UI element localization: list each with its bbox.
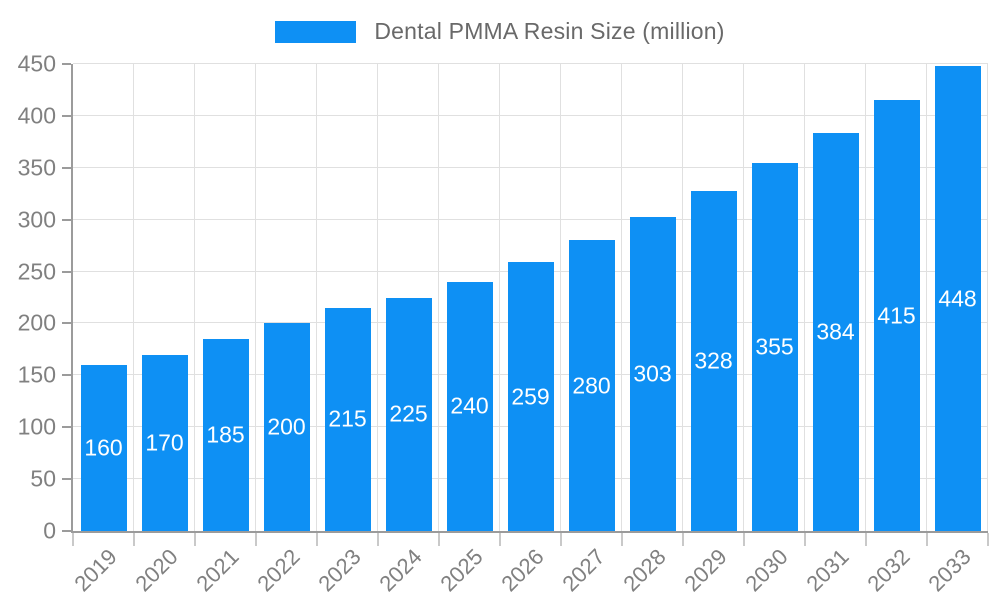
y-tick-label: 0	[43, 517, 56, 544]
x-axis-tick	[682, 533, 684, 546]
x-axis-tick	[377, 533, 379, 546]
bar[interactable]	[385, 297, 432, 531]
y-tick-label: 300	[17, 206, 56, 233]
x-gridline	[987, 64, 988, 531]
x-tick-label: 2019	[68, 544, 122, 597]
plot-area: 160 170 185 200 215 225 240 259 280 303 328 355 384 4…	[71, 63, 988, 533]
y-tick-label: 400	[17, 102, 56, 129]
y-axis-tick	[62, 374, 71, 377]
y-axis-tick	[62, 426, 71, 429]
y-axis-tick	[62, 270, 71, 273]
y-axis-tick	[62, 478, 71, 481]
y-tick-label: 350	[17, 154, 56, 181]
bar[interactable]	[202, 339, 249, 531]
legend[interactable]: Dental PMMA Resin Size (million)	[0, 18, 1000, 45]
x-gridline	[621, 64, 622, 531]
x-axis-tick	[743, 533, 745, 546]
x-gridline	[499, 64, 500, 531]
bar[interactable]	[812, 132, 859, 531]
bar[interactable]	[324, 307, 371, 531]
bar[interactable]	[446, 281, 493, 531]
x-axis-tick	[194, 533, 196, 546]
x-axis-tick	[133, 533, 135, 546]
legend-label: Dental PMMA Resin Size (million)	[374, 18, 725, 44]
x-gridline	[133, 64, 134, 531]
x-gridline	[804, 64, 805, 531]
x-axis-tick	[926, 533, 928, 546]
x-axis-tick	[865, 533, 867, 546]
y-gridline	[73, 63, 988, 64]
x-axis-tick	[255, 533, 257, 546]
y-tick-label: 200	[17, 309, 56, 336]
x-gridline	[194, 64, 195, 531]
y-tick-label: 100	[17, 413, 56, 440]
x-gridline	[926, 64, 927, 531]
bar[interactable]	[751, 162, 798, 531]
x-axis-tick	[72, 533, 74, 546]
y-gridline	[73, 114, 988, 116]
y-axis-tick	[62, 530, 71, 532]
x-axis-tick	[499, 533, 501, 546]
bar[interactable]	[873, 100, 920, 531]
bar[interactable]	[690, 190, 737, 531]
x-gridline	[682, 64, 683, 531]
x-gridline	[438, 64, 439, 531]
bar[interactable]	[568, 240, 615, 531]
x-axis-tick	[560, 533, 562, 546]
y-axis-tick	[62, 114, 71, 117]
x-gridline	[743, 64, 744, 531]
y-tick-label: 50	[30, 465, 56, 492]
x-gridline	[560, 64, 561, 531]
y-tick-label: 250	[17, 258, 56, 285]
bar[interactable]	[80, 364, 127, 531]
y-axis-tick	[62, 63, 71, 65]
legend-swatch-icon	[275, 20, 357, 43]
y-axis-tick	[62, 166, 71, 169]
x-axis-tick	[438, 533, 440, 546]
y-tick-label: 150	[17, 361, 56, 388]
x-gridline	[865, 64, 866, 531]
x-axis-tick	[804, 533, 806, 546]
x-axis-tick	[987, 533, 989, 546]
x-gridline	[377, 64, 378, 531]
bar[interactable]	[934, 66, 981, 531]
y-gridline	[73, 166, 988, 168]
bar[interactable]	[629, 216, 676, 531]
y-axis-tick	[62, 218, 71, 221]
x-gridline	[316, 64, 317, 531]
x-axis-tick	[621, 533, 623, 546]
bar[interactable]	[141, 354, 188, 531]
y-tick-label: 450	[17, 50, 56, 77]
y-gridline	[73, 218, 988, 220]
bar[interactable]	[507, 262, 554, 531]
y-axis-tick	[62, 322, 71, 325]
x-gridline	[255, 64, 256, 531]
x-axis-tick	[316, 533, 318, 546]
bar[interactable]	[263, 323, 310, 531]
